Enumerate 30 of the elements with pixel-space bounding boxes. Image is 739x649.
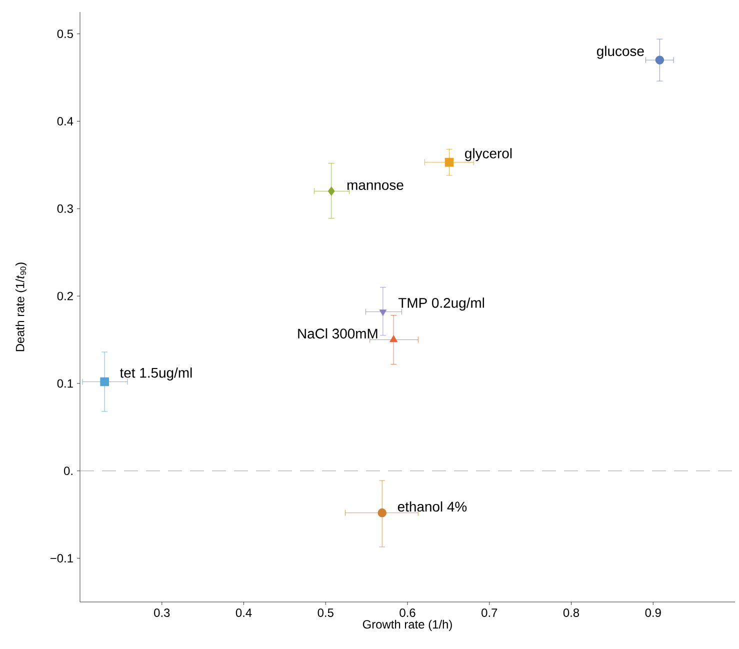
y-tick-label: 0.3: [57, 204, 73, 213]
x-tick-label: 0.7: [482, 608, 498, 617]
point: [328, 186, 335, 196]
point: [379, 310, 387, 316]
point: [378, 508, 387, 518]
x-tick-label: 0.9: [645, 608, 661, 617]
x-tick-label: 0.8: [563, 608, 580, 617]
series-label: glycerol: [465, 148, 512, 162]
series-label: TMP 0.2ug/ml: [398, 298, 484, 311]
y-tick-label: 0.4: [57, 117, 74, 126]
y-tick-label: 0.5: [57, 30, 73, 38]
y-axis-title: Death rate (1/t$_{90}$): [16, 262, 27, 352]
x-tick-label: 0.4: [236, 608, 252, 617]
x-tick-label: 0.6: [400, 608, 416, 617]
series-label: tet 1.5ug/ml: [120, 368, 192, 381]
series-label: NaCl 300mM: [298, 328, 378, 339]
series-label: glucose: [596, 46, 644, 59]
point: [100, 377, 109, 386]
y-tick-label: 0.: [64, 466, 72, 476]
point: [655, 56, 664, 64]
point: [444, 158, 454, 167]
x-tick-label: 0.3: [154, 608, 170, 617]
x-tick-label: 0.5: [318, 608, 334, 617]
series-label: mannose: [347, 182, 404, 190]
series-label: ethanol 4%: [398, 501, 467, 512]
point: [390, 335, 398, 342]
y-tick-label: 0.1: [57, 379, 73, 388]
y-tick-label: −0.1: [50, 554, 73, 563]
x-axis-title: Growth rate (1/h): [362, 620, 452, 631]
y-tick-label: 0.2: [57, 292, 73, 300]
